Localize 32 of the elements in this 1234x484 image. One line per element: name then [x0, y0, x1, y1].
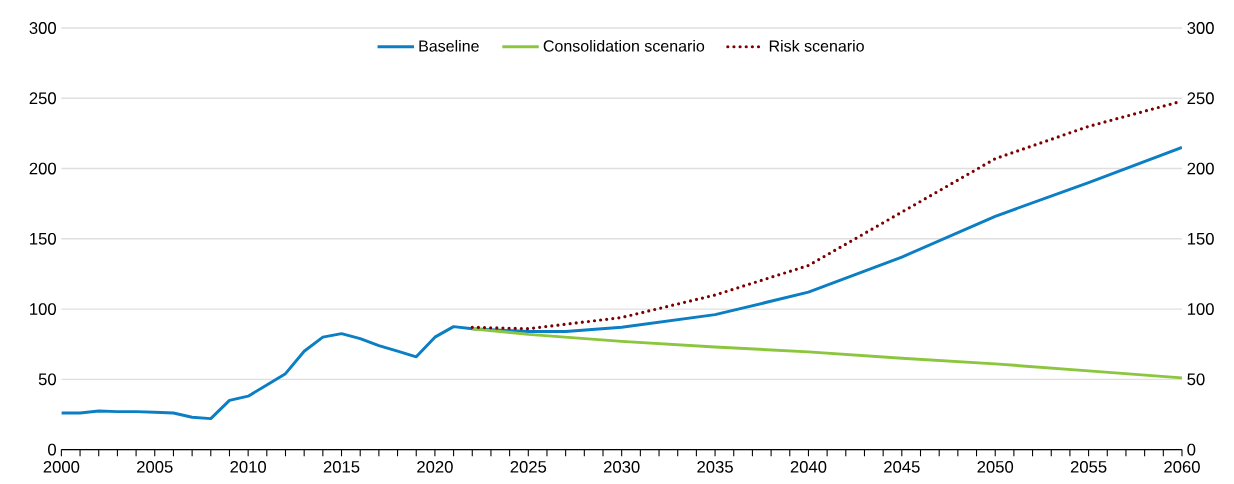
y-tick-label: 150 [30, 232, 56, 245]
y-tick-label: 0 [48, 443, 57, 456]
x-tick-label: 2030 [603, 460, 640, 473]
line-series [470, 327, 1182, 380]
x-tick-label: 2025 [510, 460, 547, 473]
y-tick-label: 100 [30, 303, 56, 315]
x-tick-label: 2000 [43, 460, 80, 473]
x-tick-label: 2035 [697, 460, 733, 473]
y2-tick-label: 100 [1187, 303, 1214, 315]
x-tick-label: 2055 [1070, 460, 1107, 473]
y2-tick-label: 250 [1187, 92, 1214, 105]
y-tick-label: 250 [29, 92, 56, 105]
y-tick-label: 50 [38, 373, 57, 386]
x-tick-label: 2060 [1164, 460, 1200, 473]
y2-tick-label: 200 [1187, 162, 1214, 175]
x-tick-label: 2005 [137, 460, 173, 473]
x-tick-label: 2020 [417, 460, 453, 473]
y-tick-label: 200 [29, 162, 56, 175]
x-tick-label: 2040 [790, 460, 827, 473]
line-series [61, 145, 1182, 420]
x-tick-label: 2010 [230, 460, 267, 473]
legend-label: Baseline [419, 39, 479, 52]
y2-tick-label: 300 [1187, 21, 1214, 34]
y2-tick-label: 0 [1187, 443, 1196, 456]
y2-tick-label: 50 [1187, 373, 1205, 386]
x-tick-label: 2045 [884, 460, 920, 473]
x-tick-label: 2015 [323, 460, 360, 473]
y-tick-label: 300 [29, 21, 56, 34]
legend-label: Risk scenario [769, 39, 864, 52]
legend-label: Consolidation scenario [543, 39, 705, 52]
y2-tick-label: 150 [1187, 232, 1214, 245]
x-tick-label: 2050 [977, 460, 1014, 473]
